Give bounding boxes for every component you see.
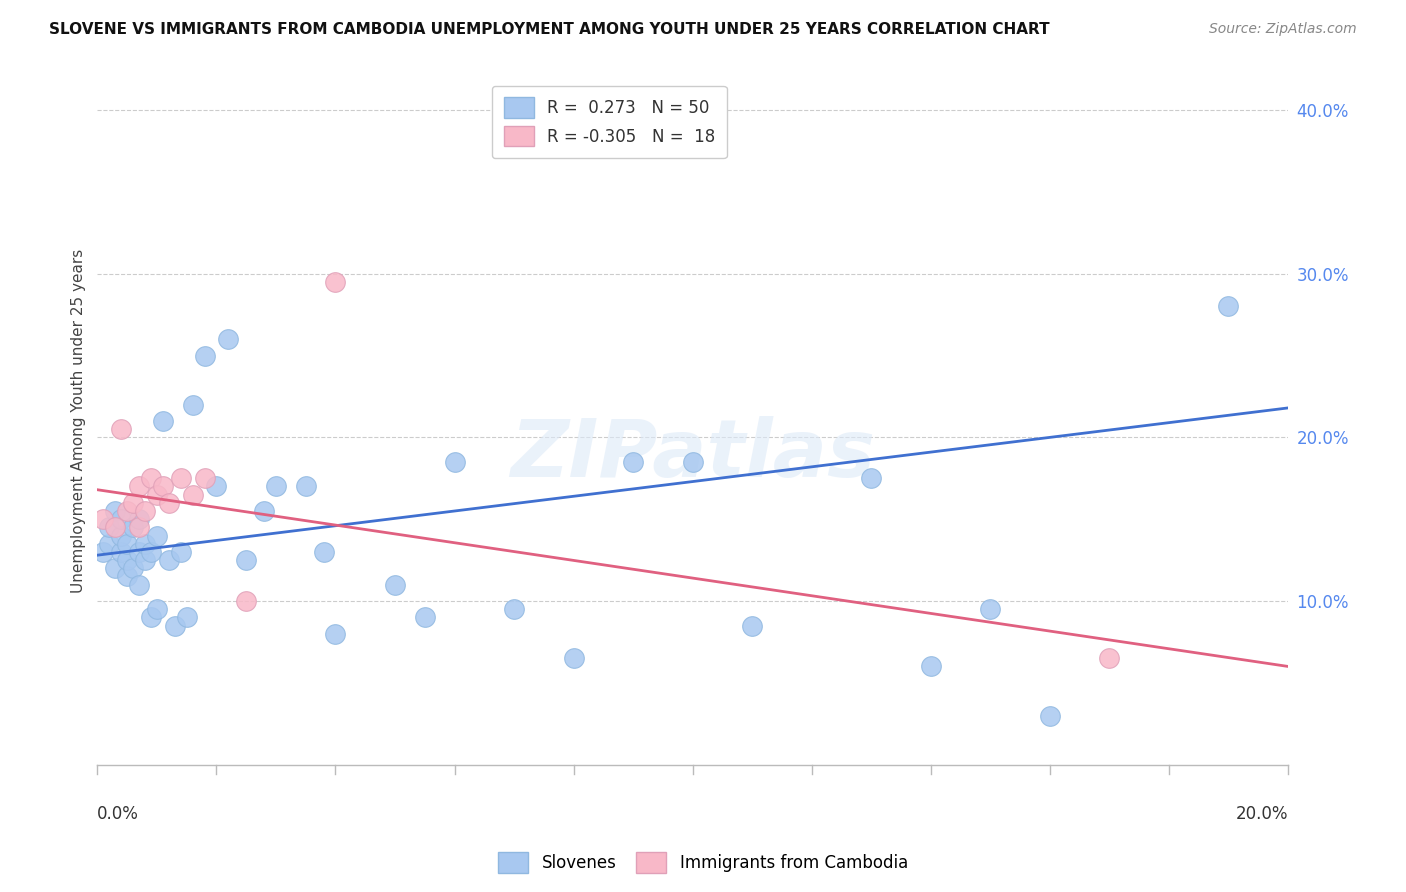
Point xyxy=(325,275,347,289)
Point xyxy=(384,577,406,591)
Point xyxy=(176,610,198,624)
Point xyxy=(152,479,174,493)
Point xyxy=(181,488,204,502)
Point xyxy=(110,528,132,542)
Point xyxy=(146,602,169,616)
Text: ZIPatlas: ZIPatlas xyxy=(510,417,875,494)
Point xyxy=(122,561,145,575)
Point xyxy=(443,455,465,469)
Y-axis label: Unemployment Among Youth under 25 years: Unemployment Among Youth under 25 years xyxy=(72,249,86,593)
Point xyxy=(122,520,145,534)
Point xyxy=(181,398,204,412)
Point xyxy=(682,455,704,469)
Point xyxy=(979,602,1001,616)
Point xyxy=(157,496,180,510)
Point xyxy=(193,471,215,485)
Point xyxy=(91,512,114,526)
Point xyxy=(98,520,121,534)
Legend: R =  0.273   N = 50, R = -0.305   N =  18: R = 0.273 N = 50, R = -0.305 N = 18 xyxy=(492,86,727,158)
Point xyxy=(139,545,162,559)
Point xyxy=(920,659,942,673)
Point xyxy=(621,455,644,469)
Point xyxy=(294,479,316,493)
Point xyxy=(134,553,156,567)
Point xyxy=(110,512,132,526)
Legend: Slovenes, Immigrants from Cambodia: Slovenes, Immigrants from Cambodia xyxy=(492,846,914,880)
Point xyxy=(253,504,276,518)
Point xyxy=(98,537,121,551)
Text: 20.0%: 20.0% xyxy=(1236,805,1288,823)
Text: SLOVENE VS IMMIGRANTS FROM CAMBODIA UNEMPLOYMENT AMONG YOUTH UNDER 25 YEARS CORR: SLOVENE VS IMMIGRANTS FROM CAMBODIA UNEM… xyxy=(49,22,1050,37)
Point xyxy=(110,422,132,436)
Point xyxy=(134,504,156,518)
Point xyxy=(110,545,132,559)
Point xyxy=(146,528,169,542)
Point xyxy=(122,496,145,510)
Point xyxy=(170,545,193,559)
Point xyxy=(157,553,180,567)
Point xyxy=(170,471,193,485)
Point xyxy=(1098,651,1121,665)
Point xyxy=(503,602,526,616)
Point xyxy=(128,545,150,559)
Point xyxy=(217,332,239,346)
Point xyxy=(128,577,150,591)
Point xyxy=(860,471,883,485)
Point xyxy=(146,488,169,502)
Point xyxy=(139,471,162,485)
Point xyxy=(1218,300,1240,314)
Point xyxy=(128,479,150,493)
Point xyxy=(115,553,138,567)
Point xyxy=(193,349,215,363)
Point xyxy=(104,520,127,534)
Point xyxy=(134,537,156,551)
Point xyxy=(128,512,150,526)
Point xyxy=(139,610,162,624)
Point xyxy=(163,618,186,632)
Point xyxy=(413,610,436,624)
Text: Source: ZipAtlas.com: Source: ZipAtlas.com xyxy=(1209,22,1357,37)
Point xyxy=(264,479,287,493)
Point xyxy=(235,553,257,567)
Point xyxy=(104,504,127,518)
Text: 0.0%: 0.0% xyxy=(97,805,139,823)
Point xyxy=(128,520,150,534)
Point xyxy=(235,594,257,608)
Point xyxy=(325,626,347,640)
Point xyxy=(91,545,114,559)
Point xyxy=(115,537,138,551)
Point xyxy=(205,479,228,493)
Point xyxy=(312,545,335,559)
Point xyxy=(152,414,174,428)
Point xyxy=(115,504,138,518)
Point xyxy=(115,569,138,583)
Point xyxy=(1039,708,1062,723)
Point xyxy=(741,618,763,632)
Point xyxy=(562,651,585,665)
Point xyxy=(104,561,127,575)
